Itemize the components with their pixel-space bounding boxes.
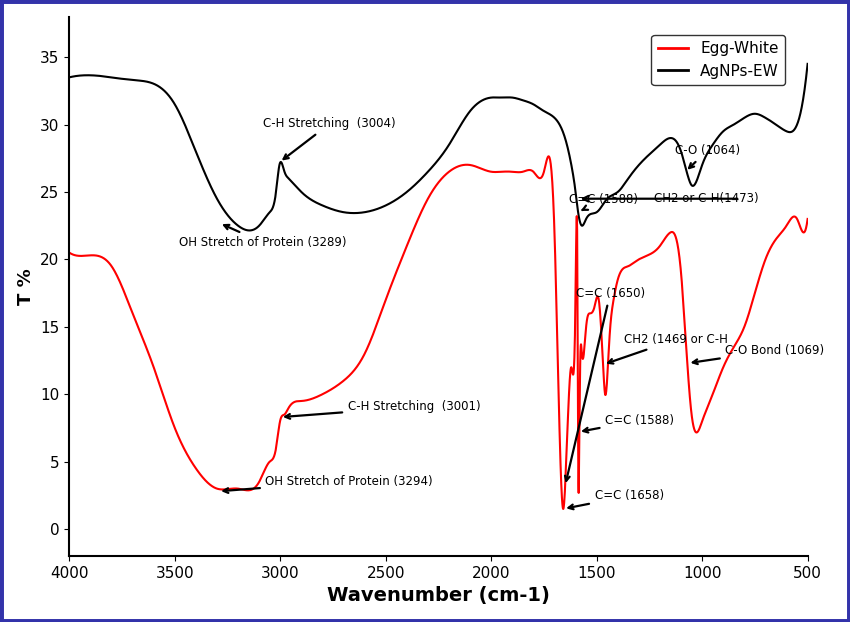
Text: C=C (1588): C=C (1588) xyxy=(583,414,674,432)
Line: AgNPs-EW: AgNPs-EW xyxy=(70,64,808,231)
AgNPs-EW xyxy=(765,117,775,124)
Text: OH Stretch of Protein (3294): OH Stretch of Protein (3294) xyxy=(224,475,434,493)
Egg-White xyxy=(765,244,775,252)
Egg-White xyxy=(558,505,569,513)
AgNPs-EW xyxy=(255,221,265,228)
Text: C-H Stretching  (3001): C-H Stretching (3001) xyxy=(286,401,480,419)
Egg-White xyxy=(255,476,265,484)
Egg-White xyxy=(535,174,545,182)
Egg-White xyxy=(333,381,343,389)
AgNPs-EW xyxy=(65,73,75,81)
Text: C-O (1064): C-O (1064) xyxy=(675,144,740,168)
X-axis label: Wavenumber (cm-1): Wavenumber (cm-1) xyxy=(327,587,550,605)
Text: C-O Bond (1069): C-O Bond (1069) xyxy=(693,344,824,364)
Text: CH2 or C-H(1473): CH2 or C-H(1473) xyxy=(654,192,759,205)
Text: CH2 (1469 or C-H: CH2 (1469 or C-H xyxy=(609,333,728,363)
AgNPs-EW xyxy=(366,207,376,215)
Line: Egg-White: Egg-White xyxy=(70,156,808,509)
Text: C=C (1650): C=C (1650) xyxy=(565,287,644,481)
Egg-White xyxy=(216,486,226,493)
AgNPs-EW xyxy=(333,207,343,215)
Y-axis label: T %: T % xyxy=(17,268,35,305)
AgNPs-EW xyxy=(216,202,226,209)
Egg-White xyxy=(543,152,553,160)
Egg-White xyxy=(366,337,376,344)
Egg-White xyxy=(802,215,813,223)
Text: C=C (1658): C=C (1658) xyxy=(569,490,664,509)
AgNPs-EW xyxy=(802,60,813,68)
Text: OH Stretch of Protein (3289): OH Stretch of Protein (3289) xyxy=(179,225,347,249)
Egg-White xyxy=(65,249,75,256)
Text: C=C (1588): C=C (1588) xyxy=(570,193,638,210)
AgNPs-EW xyxy=(244,227,254,234)
AgNPs-EW xyxy=(536,105,546,113)
Text: C-H Stretching  (3004): C-H Stretching (3004) xyxy=(264,117,396,159)
Legend: Egg-White, AgNPs-EW: Egg-White, AgNPs-EW xyxy=(651,35,785,85)
